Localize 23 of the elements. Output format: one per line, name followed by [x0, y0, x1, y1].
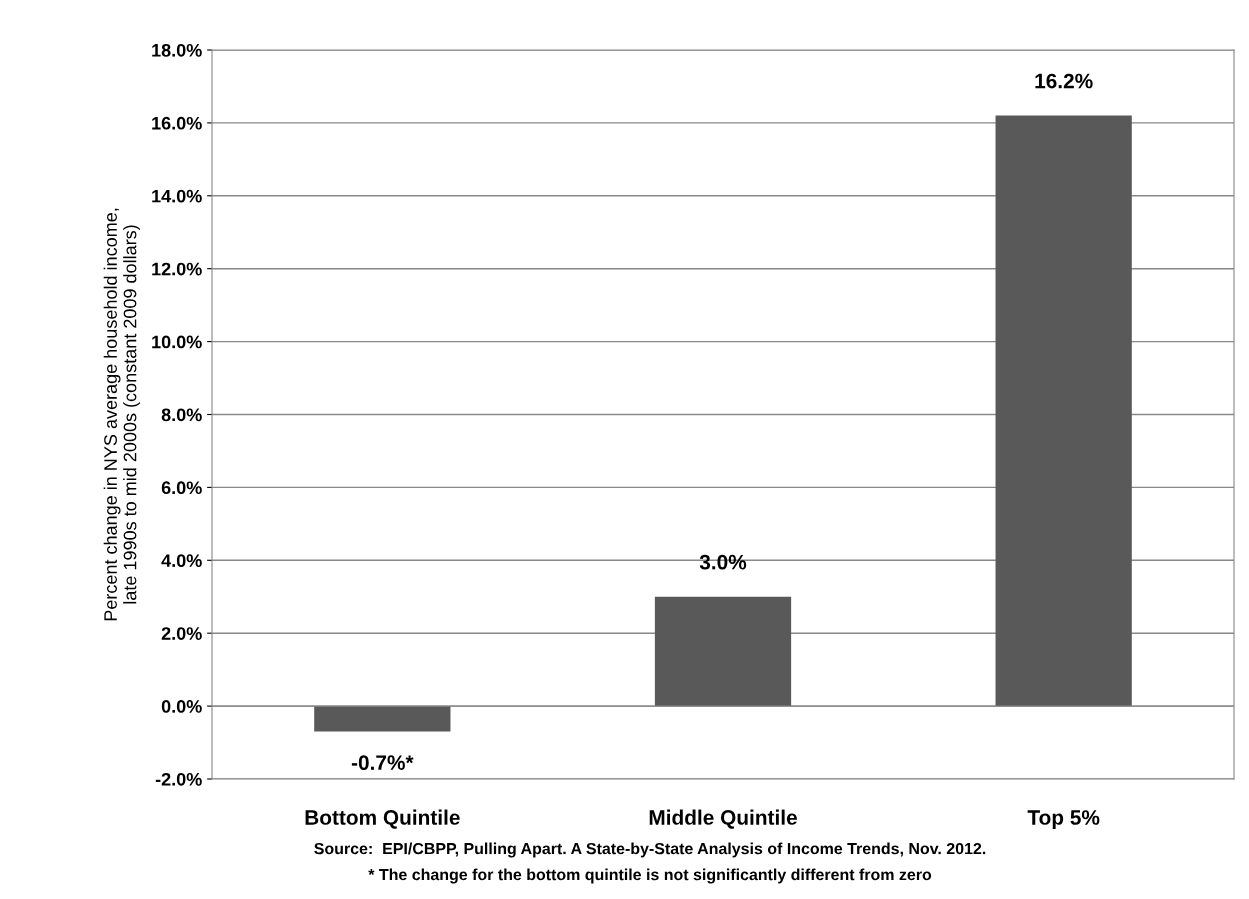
y-tick-label: 6.0% [161, 481, 202, 495]
y-tick-label: 16.0% [152, 116, 202, 130]
data-label: 16.2% [1035, 73, 1093, 89]
bar [314, 706, 451, 732]
data-label: -0.7%* [351, 755, 414, 771]
y-tick-label: 8.0% [161, 408, 202, 422]
x-tick-label: Middle Quintile [649, 809, 797, 829]
x-tick-label: Bottom Quintile [305, 809, 460, 829]
y-tick-label: 4.0% [161, 554, 202, 568]
y-tick-label: 12.0% [152, 262, 202, 276]
data-label: 3.0% [699, 554, 747, 570]
bar [995, 115, 1132, 707]
y-tick-label: -2.0% [155, 772, 202, 786]
y-tick-label: 18.0% [152, 43, 202, 57]
y-tick-label: 0.0% [161, 700, 202, 713]
x-tick-label: Top 5% [1027, 810, 1100, 829]
y-tick-label: 2.0% [161, 627, 202, 640]
text: * The change for the bottom quintile is not significantly different from zero [368, 868, 932, 884]
y-tick-label: 10.0% [152, 335, 202, 349]
source-note: Source: EPI/CBPP, Pulling Apart. A State-by-State Analysis of Income Trends, Nov. 2012. [314, 842, 986, 858]
bar [654, 596, 792, 707]
y-tick-label: 14.0% [152, 189, 202, 203]
y-axis-title: Percent change in NYS average household income, late 1990s to mid 2000s (constant 2009 dollars) [103, 208, 140, 621]
